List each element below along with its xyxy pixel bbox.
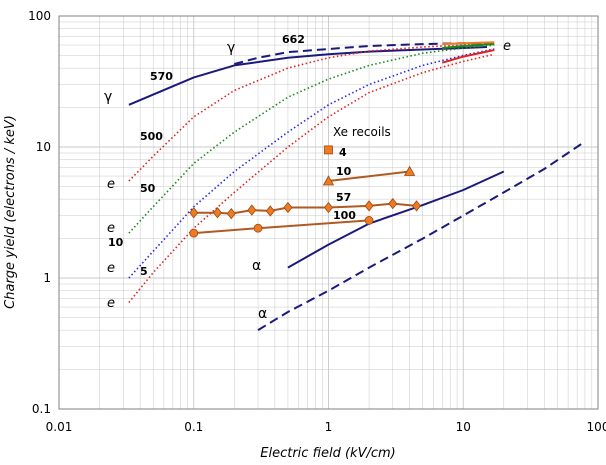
marker-diamond-xe-recoils-57 (323, 201, 334, 214)
series-line-xe-recoils-10 (328, 170, 410, 182)
annotation-gamma-top: γ (227, 40, 235, 56)
x-tick-label: 0.01 (46, 420, 73, 434)
annotation-xe-4: 4 (339, 146, 347, 159)
annotation-xe-recoils: Xe recoils (333, 125, 391, 139)
marker-square-xe-recoils-4 (324, 145, 333, 155)
plot-frame (58, 15, 599, 410)
marker-diamond-xe-recoils-57 (388, 197, 398, 210)
y-tick-label: 0.1 (32, 402, 51, 416)
annotation-alpha-1: α (252, 258, 261, 274)
tick-labels: 0.01 0.1 1 10 100 0.1 1 10 100 (28, 9, 606, 434)
marker-triangle-xe-recoils-10 (403, 165, 416, 176)
annotation-xe-10: 10 (336, 165, 352, 178)
annotation-alpha-2: α (258, 306, 267, 322)
annotation-500: 500 (140, 130, 163, 143)
annotation-50: 50 (140, 182, 156, 195)
annotation-662: 662 (282, 33, 305, 46)
series-line-gamma-662 (234, 42, 495, 65)
y-tick-label: 1 (43, 271, 51, 285)
series-line-alpha-solid (287, 170, 505, 269)
marker-circle-xe-recoils-100 (189, 228, 199, 238)
marker-circle-xe-recoils-100 (364, 216, 374, 225)
annotation-570: 570 (150, 70, 173, 83)
annotation-xe-57: 57 (336, 191, 351, 204)
annotation-e-2: e (107, 221, 115, 236)
series-group (128, 41, 586, 331)
series-line-e-green-solid (442, 43, 495, 49)
annotation-xe-100: 100 (333, 209, 356, 222)
series-line-e-50 (128, 44, 495, 234)
marker-circle-xe-recoils-100 (253, 223, 263, 233)
series-line-e-500 (128, 42, 495, 182)
marker-diamond-xe-recoils-57 (364, 200, 374, 212)
marker-diamond-xe-recoils-57 (247, 204, 257, 216)
marker-diamond-xe-recoils-57 (189, 207, 199, 219)
marker-diamond-xe-recoils-57 (283, 201, 293, 214)
marker-diamond-xe-recoils-57 (265, 205, 275, 217)
annotation-gamma-left: γ (104, 89, 112, 105)
marker-diamond-xe-recoils-57 (212, 207, 222, 219)
series-line-xe-recoils-100 (193, 219, 370, 235)
annotation-10-e: 10 (108, 236, 124, 249)
annotation-e-1: e (107, 177, 115, 192)
marker-diamond-xe-recoils-57 (412, 200, 422, 212)
marker-group (189, 145, 422, 238)
x-tick-label: 0.1 (184, 420, 203, 434)
marker-diamond-xe-recoils-57 (226, 207, 236, 220)
series-line-e-5 (128, 53, 495, 304)
series-line-alpha-dashed (257, 140, 586, 331)
y-tick-label: 10 (36, 140, 51, 154)
series-line-e-10 (128, 48, 495, 279)
y-axis-title: Charge yield (electrons / keV) (3, 115, 18, 309)
annotation-e-top: e (503, 39, 511, 54)
series-line-xe-recoils-57 (193, 202, 417, 215)
x-axis-title: Electric field (kV/cm) (260, 446, 395, 461)
y-tick-label: 100 (28, 9, 51, 23)
annotation-e-4: e (107, 296, 115, 311)
x-tick-label: 1 (325, 420, 333, 434)
series-line-gamma-570 (128, 46, 488, 106)
marker-triangle-xe-recoils-10 (322, 175, 335, 186)
annotation-5: 5 (140, 265, 148, 278)
annotation-e-3: e (107, 261, 115, 276)
x-tick-label: 10 (456, 420, 471, 434)
series-line-e-orange-solid (442, 41, 495, 46)
series-line-e-red-solid (442, 49, 495, 64)
x-tick-label: 100 (587, 420, 606, 434)
